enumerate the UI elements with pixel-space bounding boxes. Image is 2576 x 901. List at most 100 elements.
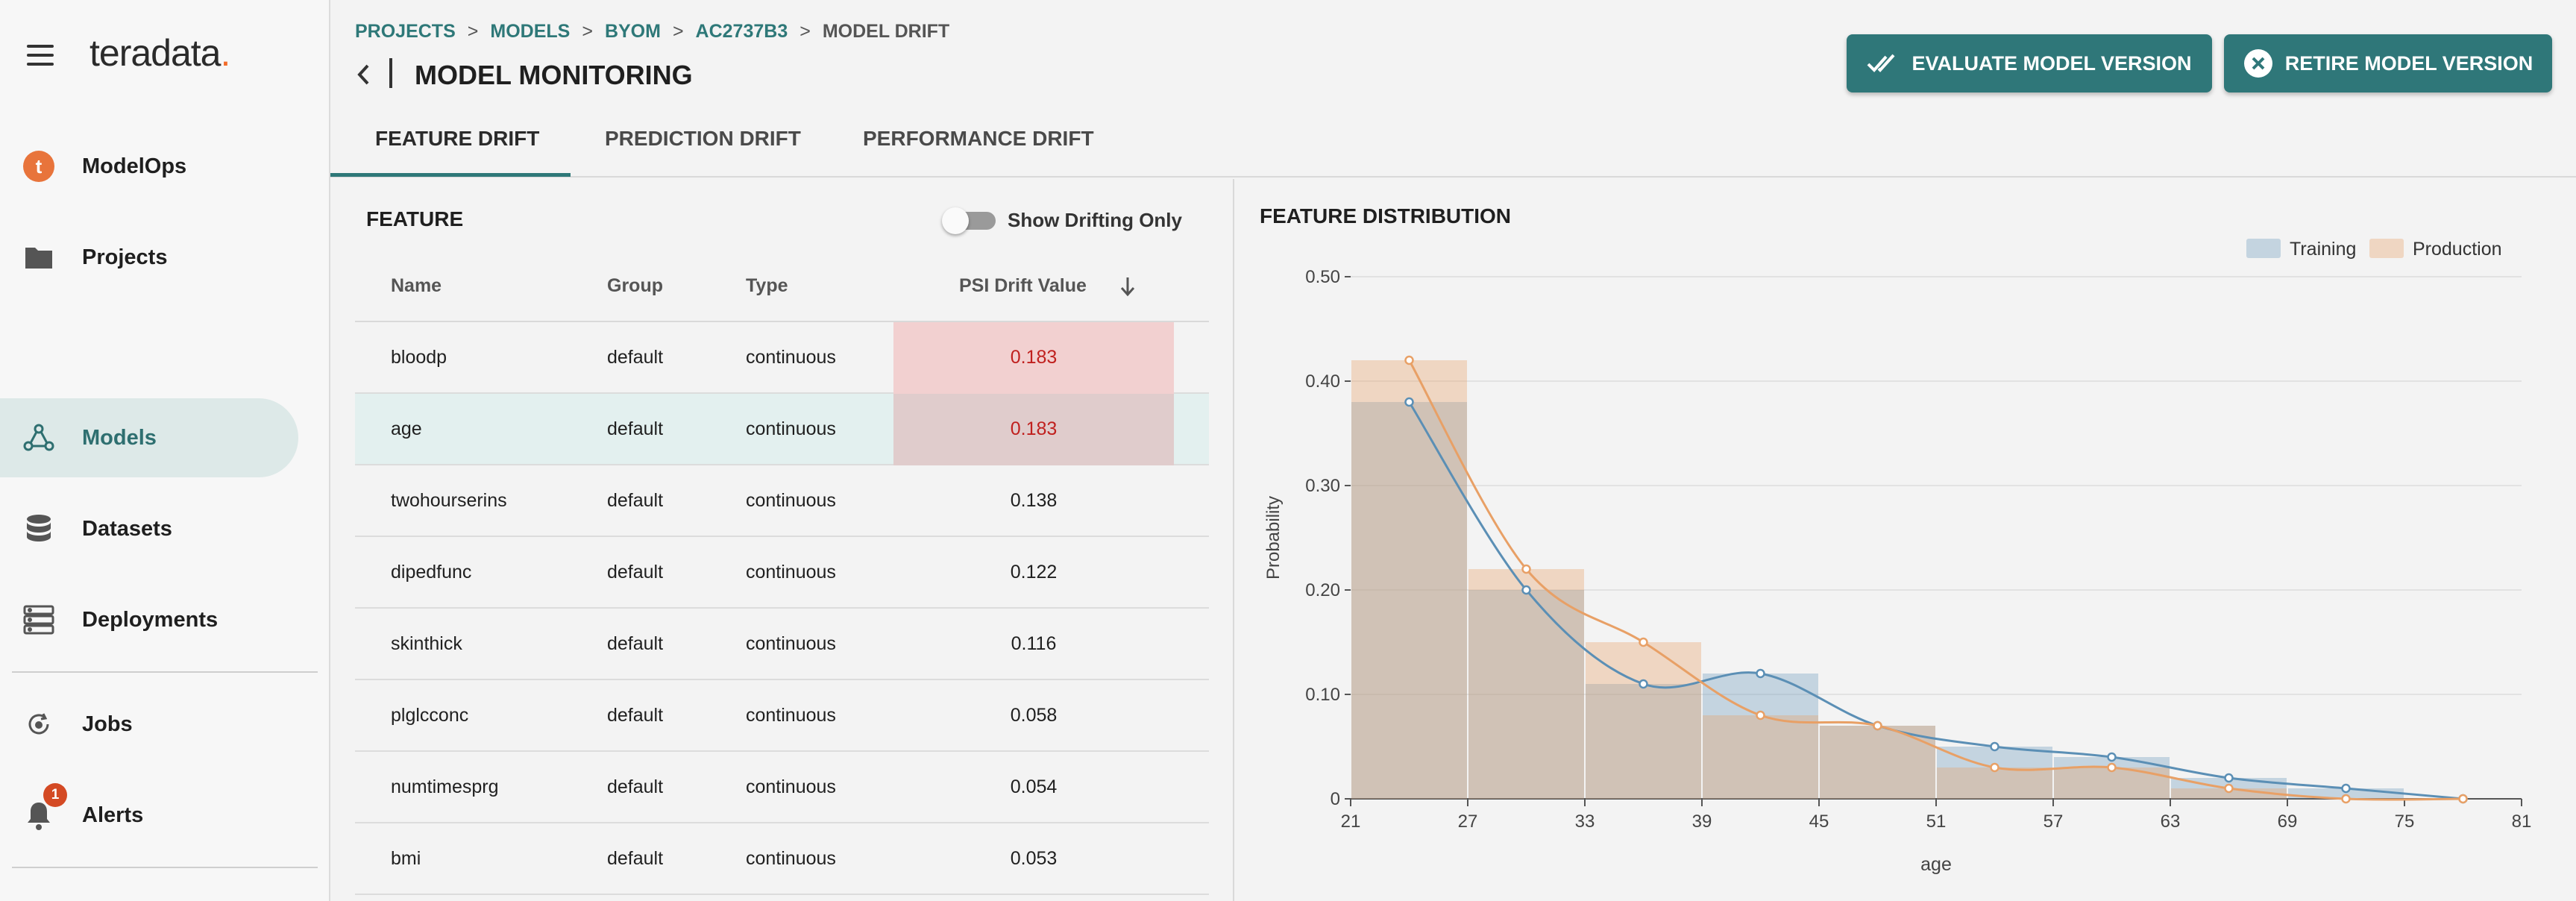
psi-value-cell: 0.116 bbox=[1011, 633, 1057, 654]
feature-panel-title: FEATURE bbox=[366, 207, 464, 230]
column-group[interactable]: Group bbox=[607, 275, 663, 296]
feature-type-cell: continuous bbox=[746, 490, 836, 511]
x-tick-label: 45 bbox=[1809, 811, 1829, 832]
sidebar-item-modelops[interactable]: t ModelOps bbox=[0, 127, 298, 206]
x-tick-label: 27 bbox=[1458, 811, 1478, 832]
psi-value-cell: 0.054 bbox=[1010, 776, 1058, 797]
breadcrumb-byom[interactable]: BYOM bbox=[604, 21, 661, 42]
table-row[interactable]: skinthick default continuous 0.116 bbox=[355, 609, 1209, 680]
psi-value-cell: 0.138 bbox=[1010, 490, 1058, 511]
y-tick-label: 0.50 bbox=[1305, 267, 1340, 287]
breadcrumb-models[interactable]: MODELS bbox=[490, 21, 571, 42]
legend-swatch-training bbox=[2246, 239, 2281, 258]
x-tick-label: 39 bbox=[1692, 811, 1712, 832]
sidebar-item-deployments[interactable]: Deployments bbox=[0, 580, 298, 659]
breadcrumb-projects[interactable]: PROJECTS bbox=[355, 21, 456, 42]
feature-group-cell: default bbox=[607, 633, 664, 654]
legend-swatch-production bbox=[2369, 239, 2404, 258]
table-row[interactable]: bloodp default continuous 0.183 bbox=[355, 322, 1209, 394]
jobs-icon bbox=[22, 708, 55, 741]
page-title: MODEL MONITORING bbox=[415, 60, 693, 90]
production-point bbox=[2341, 794, 2351, 804]
training-point bbox=[1639, 679, 1648, 689]
evaluate-model-version-button[interactable]: EVALUATE MODEL VERSION bbox=[1847, 34, 2212, 92]
column-type[interactable]: Type bbox=[746, 275, 788, 296]
sidebar-item-jobs[interactable]: Jobs bbox=[0, 685, 298, 764]
y-tick-label: 0.40 bbox=[1305, 371, 1340, 392]
psi-value-cell: 0.183 bbox=[1010, 347, 1058, 368]
breadcrumb-model-id[interactable]: AC2737B3 bbox=[695, 21, 788, 42]
feature-group-cell: default bbox=[607, 562, 664, 583]
table-row[interactable]: numtimesprg default continuous 0.054 bbox=[355, 752, 1209, 823]
sidebar: teradata. t ModelOps Projects Models Dat… bbox=[0, 0, 330, 901]
menu-icon[interactable] bbox=[27, 45, 54, 66]
x-tick-label: 69 bbox=[2278, 811, 2298, 832]
feature-name-cell: plglcconc bbox=[391, 705, 469, 726]
production-bar bbox=[1937, 767, 2052, 799]
production-point bbox=[1873, 721, 1882, 731]
feature-type-cell: continuous bbox=[746, 705, 836, 726]
production-bar bbox=[1703, 715, 1818, 799]
psi-value-cell: 0.122 bbox=[1010, 562, 1058, 583]
column-name[interactable]: Name bbox=[391, 275, 442, 296]
training-point bbox=[2107, 752, 2117, 762]
feature-group-cell: default bbox=[607, 347, 664, 368]
y-tick-label: 0.20 bbox=[1305, 580, 1340, 600]
chevron-left-icon bbox=[357, 64, 369, 85]
y-tick-label: 0.30 bbox=[1305, 476, 1340, 496]
production-point bbox=[1756, 710, 1765, 721]
close-circle-icon bbox=[2243, 49, 2272, 78]
feature-name-cell: bmi bbox=[391, 848, 421, 869]
production-point bbox=[1990, 762, 1999, 773]
drift-highlight bbox=[893, 322, 1174, 394]
sidebar-item-projects[interactable]: Projects bbox=[0, 218, 298, 297]
psi-value-cell: 0.183 bbox=[1010, 418, 1058, 439]
feature-type-cell: continuous bbox=[746, 347, 836, 368]
feature-type-cell: continuous bbox=[746, 848, 836, 869]
feature-group-cell: default bbox=[607, 418, 664, 439]
table-row[interactable]: bmi default continuous 0.053 bbox=[355, 823, 1209, 895]
tab-performance-drift[interactable]: PERFORMANCE DRIFT bbox=[863, 127, 1094, 150]
production-bar bbox=[1586, 642, 1701, 799]
tab-prediction-drift[interactable]: PREDICTION DRIFT bbox=[605, 127, 801, 150]
table-header: Name Group Type PSI Drift Value bbox=[355, 251, 1209, 322]
table-row[interactable]: dipedfunc default continuous 0.122 bbox=[355, 537, 1209, 609]
show-drifting-only-toggle[interactable] bbox=[942, 207, 999, 234]
training-point bbox=[1756, 668, 1765, 679]
production-point bbox=[1639, 637, 1648, 647]
x-axis-label: age bbox=[1920, 854, 1952, 875]
x-tick-label: 57 bbox=[2043, 811, 2064, 832]
table-row[interactable]: age default continuous 0.183 bbox=[355, 394, 1209, 465]
tab-feature-drift[interactable]: FEATURE DRIFT bbox=[375, 127, 540, 150]
y-tick-label: 0.10 bbox=[1305, 685, 1340, 705]
feature-name-cell: age bbox=[391, 418, 422, 439]
training-bar bbox=[1586, 684, 1701, 799]
x-tick-label: 81 bbox=[2512, 811, 2532, 832]
sidebar-item-alerts[interactable]: 1 Alerts bbox=[0, 776, 298, 855]
production-point bbox=[2107, 762, 2117, 773]
table-row[interactable]: plglcconc default continuous 0.058 bbox=[355, 680, 1209, 752]
double-check-icon bbox=[1867, 54, 1895, 72]
table-row[interactable]: twohourserins default continuous 0.138 bbox=[355, 465, 1209, 537]
svg-text:t: t bbox=[36, 155, 43, 178]
retire-model-version-button[interactable]: RETIRE MODEL VERSION bbox=[2224, 34, 2552, 92]
sidebar-item-datasets[interactable]: Datasets bbox=[0, 489, 298, 568]
sidebar-item-models[interactable]: Models bbox=[0, 398, 298, 477]
x-tick-label: 33 bbox=[1575, 811, 1595, 832]
x-tick-label: 75 bbox=[2395, 811, 2415, 832]
column-psi-drift-value[interactable]: PSI Drift Value bbox=[959, 275, 1087, 296]
server-icon bbox=[22, 603, 55, 636]
feature-name-cell: numtimesprg bbox=[391, 776, 499, 797]
training-bar bbox=[1468, 590, 1584, 799]
feature-group-cell: default bbox=[607, 490, 664, 511]
production-bar bbox=[1468, 569, 1584, 799]
sidebar-divider bbox=[12, 671, 318, 673]
sort-descending-icon[interactable] bbox=[1119, 276, 1137, 297]
y-tick-label: 0 bbox=[1331, 789, 1340, 809]
feature-type-cell: continuous bbox=[746, 776, 836, 797]
title-divider bbox=[389, 58, 392, 88]
feature-group-cell: default bbox=[607, 848, 664, 869]
legend-label-training: Training bbox=[2290, 239, 2356, 260]
alerts-badge: 1 bbox=[43, 783, 67, 807]
back-button[interactable] bbox=[351, 60, 376, 90]
